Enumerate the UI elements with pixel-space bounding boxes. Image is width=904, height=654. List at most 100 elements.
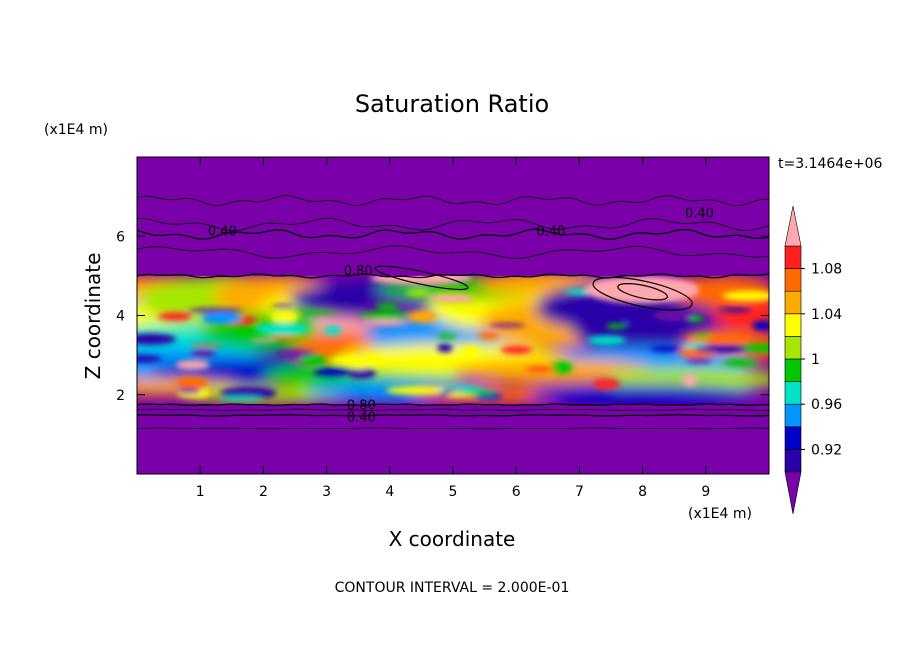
contour-labels: 0.40 0.400.400.800.800.40 (208, 206, 714, 425)
contour-line (137, 245, 769, 259)
field-speck (460, 346, 482, 358)
contour-line (137, 427, 769, 430)
field-speck (606, 323, 628, 329)
field-speck (622, 315, 651, 325)
contour-line (137, 403, 769, 406)
colorbar-bin (784, 403, 802, 428)
field-speck (375, 303, 399, 310)
field-speck (313, 367, 352, 377)
colorbar: 0.92 0.96 1 1.04 1.08 (784, 205, 842, 515)
field-speck (550, 361, 573, 374)
contour-line (137, 195, 769, 207)
x-axis-label: X coordinate (389, 527, 516, 551)
field-speck (157, 312, 193, 321)
x-tick-label: 8 (638, 484, 647, 500)
saturation-field (137, 157, 769, 474)
field-speck (718, 307, 752, 312)
colorbar-under-triangle (784, 471, 802, 515)
field-speck (248, 338, 279, 342)
field-speck (685, 357, 712, 364)
field-speck (188, 307, 244, 314)
x-tick-label: 6 (512, 484, 521, 500)
field-speck (323, 325, 342, 336)
field-speck (190, 350, 216, 358)
time-label: t=3.1464e+06 (778, 156, 882, 172)
contour-line (137, 217, 769, 232)
y-tick-label: 2 (116, 388, 125, 404)
colorbar-label: 1.04 (811, 307, 842, 323)
field-speck (649, 345, 685, 352)
field-speck (460, 390, 497, 396)
field-speck (300, 355, 327, 366)
field-speck (359, 311, 410, 320)
field-speck (525, 367, 557, 371)
x-tick-label: 4 (385, 484, 394, 500)
field-speck (681, 374, 698, 386)
field-speck (652, 309, 694, 322)
field-speck (201, 312, 243, 325)
field-speck (270, 304, 294, 309)
x-tick-label: 9 (701, 484, 710, 500)
field-speck (189, 344, 223, 348)
contour-line (137, 408, 769, 411)
colorbar-bin (784, 426, 802, 450)
field-speck (405, 289, 430, 297)
field-speck (220, 386, 277, 400)
field-speck (500, 345, 533, 355)
field-speck (269, 310, 299, 323)
contour-label: 0.40 (536, 224, 565, 239)
field-blob (712, 299, 769, 332)
field-speck (386, 386, 445, 395)
field-speck (137, 333, 177, 345)
x-tick-label: 5 (449, 484, 458, 500)
x-tick-label: 1 (196, 484, 205, 500)
x-tick-label: 7 (575, 484, 584, 500)
contour-label: 0.40 (685, 206, 714, 221)
field-speck (751, 320, 769, 331)
colorbar-bin (784, 313, 802, 337)
colorbar-label: 1 (811, 352, 820, 368)
field-speck (175, 360, 210, 370)
field-speck (347, 367, 376, 379)
y-tick-label: 6 (116, 229, 125, 245)
field-speck (437, 343, 453, 353)
contour-line (137, 228, 769, 240)
colorbar-bin (784, 245, 802, 269)
contour-line (137, 414, 769, 417)
field-speck (361, 319, 410, 326)
colorbar-bin (784, 268, 802, 292)
colorbar-label: 0.92 (811, 442, 842, 458)
field-speck (429, 294, 475, 302)
colorbar-bin (784, 449, 802, 473)
field-speck (478, 332, 499, 340)
contour-label: 0.40 (347, 411, 376, 426)
contour-label: 0.80 (344, 264, 373, 279)
field-speck (330, 354, 389, 366)
contour-label: 0.80 (347, 399, 376, 414)
field-speck (694, 345, 749, 353)
field-speck (722, 290, 769, 302)
colorbar-over-triangle (784, 205, 802, 247)
field-speck (723, 358, 758, 367)
field-speck (176, 377, 208, 389)
colorbar-bin (784, 358, 802, 382)
field-layer-smooth (137, 271, 769, 405)
y-axis-label: Z coordinate (81, 253, 105, 380)
colorbar-bin (784, 290, 802, 315)
y-tick-label: 4 (116, 309, 125, 325)
contour-closed (374, 265, 469, 291)
field-speck (269, 335, 299, 341)
colorbar-bin (784, 381, 802, 405)
field-speck (276, 350, 315, 358)
field-speck (177, 388, 202, 395)
field-speck (436, 333, 458, 340)
field-blob (528, 384, 757, 405)
field-speck (587, 335, 626, 345)
contour-interval-label: CONTOUR INTERVAL = 2.000E-01 (335, 580, 570, 596)
field-speck (692, 333, 712, 339)
x-unit-label: (x1E4 m) (688, 506, 752, 522)
colorbar-bin (784, 336, 802, 360)
axis-ticks: 1 2 3 4 5 6 7 8 9 2 4 6 (116, 157, 769, 500)
contour-label: 0.40 (208, 224, 237, 239)
